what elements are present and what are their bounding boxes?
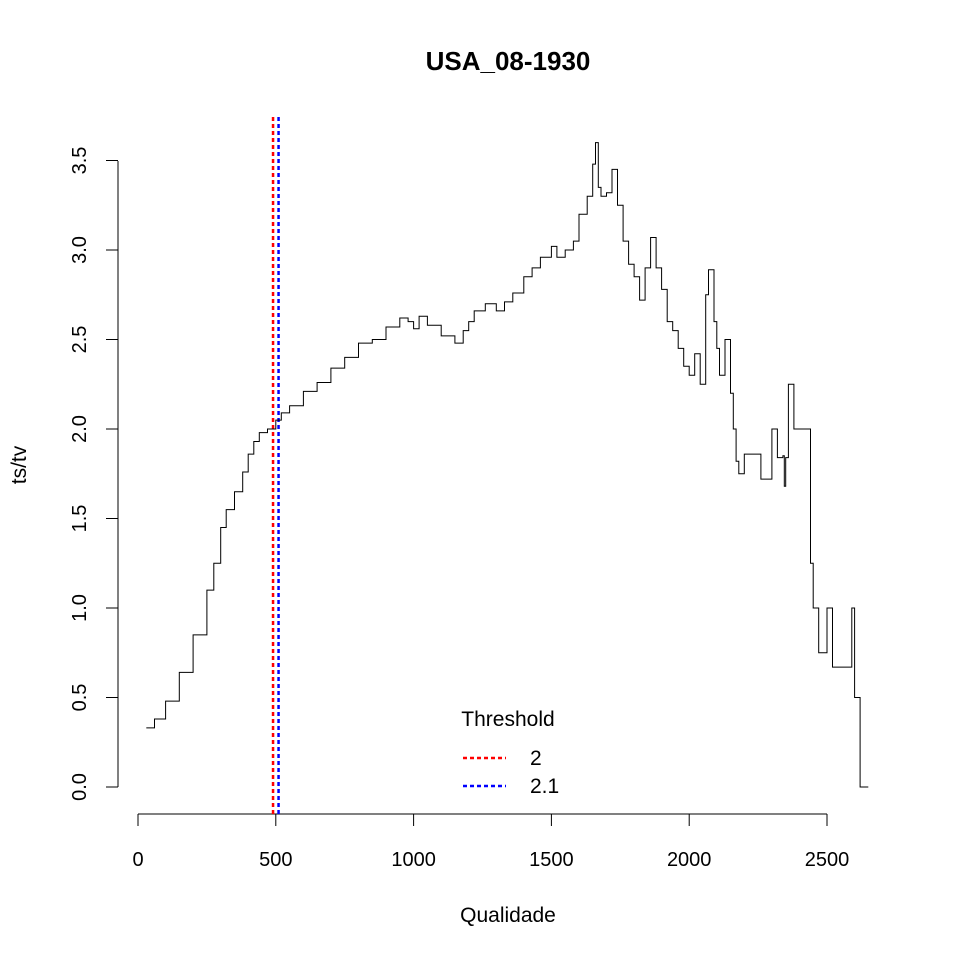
legend: Threshold 2 2.1 [461,708,559,798]
x-tick-label: 2000 [667,849,712,871]
y-tick-label: 1.0 [69,594,91,622]
y-tick-label: 3.0 [69,236,91,264]
series-layer [146,142,869,788]
y-axis-label: ts/tv [8,445,31,484]
chart-title: USA_08-1930 [426,46,591,76]
x-tick-label: 0 [132,849,143,871]
y-tick-label: 2.0 [69,415,91,443]
y-tick-label: 0.0 [69,773,91,801]
x-tick-label: 1500 [529,849,574,871]
y-tick-label: 1.5 [69,505,91,533]
x-tick-label: 2500 [805,849,850,871]
x-tick-label: 500 [259,849,292,871]
y-axis-ticks: 0.0 0.5 1.0 1.5 2.0 2.5 3.0 3.5 [69,147,118,801]
y-tick-label: 2.5 [69,326,91,354]
y-tick-label: 0.5 [69,684,91,712]
x-tick-label: 1000 [391,849,436,871]
series-line [146,142,869,788]
legend-title: Threshold [461,708,554,731]
threshold-lines [271,117,280,814]
legend-label-threshold-2: 2 [530,747,542,770]
x-axis-ticks: 0 500 1000 1500 2000 2500 [132,814,849,871]
y-tick-label: 3.5 [69,147,91,175]
x-axis-label: Qualidade [460,904,556,927]
legend-label-threshold-2-1: 2.1 [530,775,559,798]
